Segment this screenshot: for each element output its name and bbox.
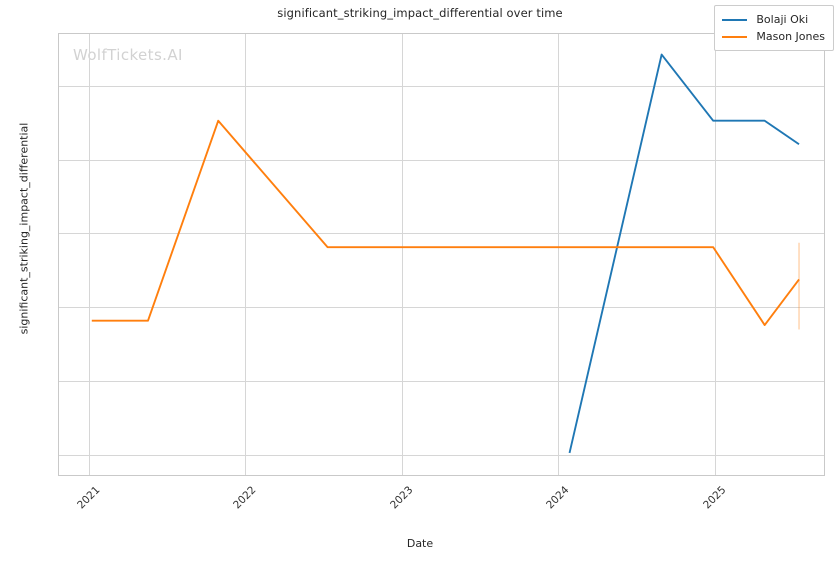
chart-title: significant_striking_impact_differential…: [277, 6, 563, 20]
x-tick-label: 2022: [231, 484, 259, 512]
grid-line-horizontal: [59, 307, 824, 309]
legend-item[interactable]: Mason Jones: [722, 28, 825, 45]
chart-legend[interactable]: Bolaji Oki Mason Jones: [714, 5, 834, 51]
grid-line-horizontal: [59, 454, 824, 456]
x-tick-label: 2021: [74, 484, 103, 512]
legend-item-label: Bolaji Oki: [756, 13, 809, 26]
grid-line-horizontal: [59, 381, 824, 382]
x-tick-label: 2023: [387, 484, 416, 512]
grid-line-vertical: [714, 34, 716, 475]
y-axis-label: significant_striking_impact_differential: [17, 122, 31, 335]
legend-color-swatch: [722, 18, 748, 21]
series-lines: [91, 53, 800, 454]
legend-color-swatch: [722, 35, 748, 38]
grid-line-vertical: [88, 34, 90, 475]
grid-line-horizontal: [59, 159, 824, 161]
grid-line-horizontal: [59, 233, 824, 235]
x-axis-label: Date: [406, 537, 434, 550]
grid-line-horizontal: [59, 85, 824, 87]
x-tick-label: 2024: [544, 484, 572, 512]
legend-item-label: Mason Jones: [756, 30, 825, 43]
legend-item[interactable]: Bolaji Oki: [722, 11, 825, 28]
series-line-1: [568, 53, 800, 454]
grid-line-vertical: [245, 34, 247, 475]
series-line-2: [91, 119, 800, 327]
plot-area: WolfTickets.AI: [58, 33, 825, 476]
grid-line-vertical: [401, 34, 403, 475]
x-tick-label: 2025: [700, 484, 729, 512]
watermark: WolfTickets.AI: [73, 46, 183, 64]
grid-line-vertical: [558, 34, 560, 475]
